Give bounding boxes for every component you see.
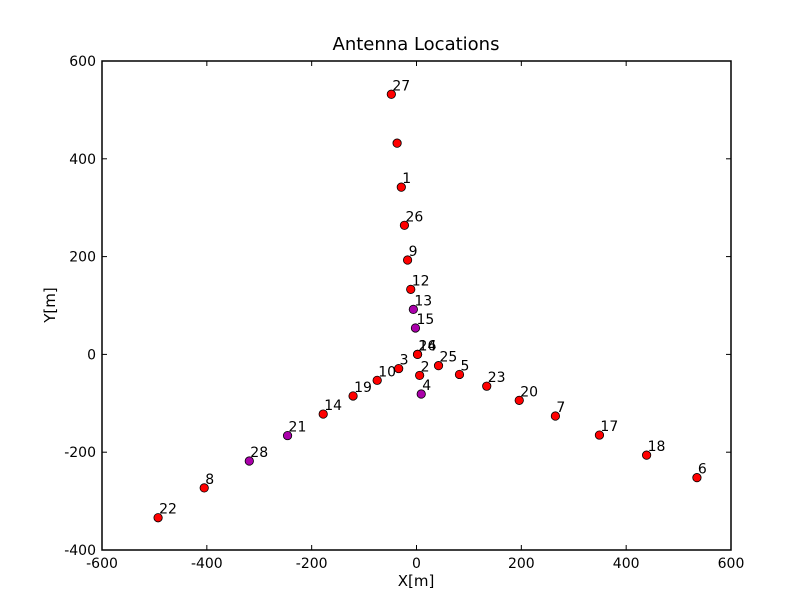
point-label: 16 — [419, 338, 437, 354]
data-point — [415, 370, 425, 381]
x-tick-label: -400 — [191, 556, 223, 572]
point-label: 24 — [419, 338, 437, 354]
point-label: 25 — [440, 350, 458, 366]
data-point — [399, 220, 410, 230]
y-axis-label: Y[m] — [41, 287, 59, 323]
x-tick-label: 0 — [412, 556, 421, 572]
data-point — [392, 138, 402, 148]
data-point — [244, 456, 254, 466]
data-point — [594, 430, 605, 440]
data-point — [482, 381, 492, 391]
point-label: 28 — [250, 445, 268, 461]
data-point — [396, 182, 406, 192]
point-label: 3 — [400, 353, 409, 369]
data-point — [348, 391, 358, 401]
point-label: 17 — [600, 419, 618, 435]
point-label: 12 — [412, 273, 430, 289]
x-tick-label: -600 — [86, 556, 118, 572]
data-point — [416, 389, 426, 399]
x-tick-label: 200 — [508, 556, 535, 572]
data-point — [153, 513, 163, 523]
point-label: 26 — [405, 209, 423, 225]
data-point — [410, 323, 421, 333]
data-point — [406, 284, 416, 294]
chart-title: Antenna Locations — [333, 34, 500, 55]
data-point — [692, 473, 702, 483]
point-label: 2 — [421, 359, 430, 375]
point-labels: 2712691213152416255232071718624310191421… — [159, 78, 707, 517]
data-point — [550, 411, 561, 421]
point-label: 10 — [378, 364, 396, 380]
y-tick-label: -400 — [64, 543, 96, 559]
y-tick-label: 600 — [69, 54, 96, 70]
x-tick-label: -200 — [296, 556, 328, 572]
point-label: 15 — [416, 312, 434, 328]
data-point — [408, 304, 418, 315]
data-point — [372, 375, 382, 385]
x-tick-label: 400 — [613, 556, 640, 572]
y-tick-label: -200 — [64, 445, 96, 461]
point-label: 8 — [205, 472, 214, 488]
data-point — [386, 89, 396, 99]
point-label: 9 — [409, 244, 418, 260]
data-point — [412, 349, 423, 359]
data-point — [199, 483, 209, 493]
y-tick-label: 400 — [69, 152, 96, 168]
point-label: 13 — [414, 293, 432, 309]
data-points — [153, 89, 702, 523]
plot-area-frame — [101, 60, 732, 551]
point-label: 7 — [556, 400, 565, 416]
point-label: 5 — [460, 358, 469, 374]
point-label: 14 — [324, 398, 342, 414]
point-label: 22 — [159, 502, 177, 518]
point-label: 19 — [354, 380, 372, 396]
point-label: 18 — [648, 439, 666, 455]
point-label: 20 — [520, 384, 538, 400]
point-label: 6 — [698, 462, 707, 478]
data-point — [318, 409, 328, 419]
y-tick-label: 200 — [69, 250, 96, 266]
point-label: 4 — [422, 378, 431, 394]
x-tick-label: 600 — [718, 556, 745, 572]
point-label: 1 — [402, 171, 411, 187]
data-point — [402, 255, 413, 265]
data-point — [454, 369, 465, 380]
y-tick-label: 0 — [87, 347, 96, 363]
x-axis-label: X[m] — [398, 572, 435, 590]
data-point — [514, 395, 524, 405]
data-point — [394, 363, 404, 374]
data-point — [642, 450, 652, 460]
point-label: 23 — [488, 370, 506, 386]
point-label: 27 — [392, 78, 410, 94]
data-point — [282, 430, 293, 441]
point-label: 21 — [289, 420, 307, 436]
data-point — [433, 361, 444, 371]
